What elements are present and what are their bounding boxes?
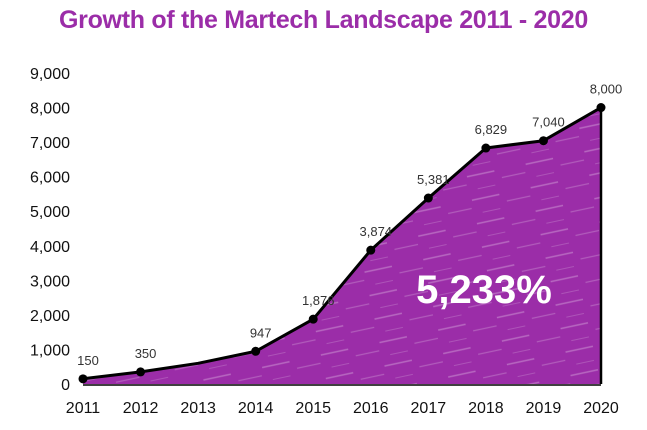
x-tick-label: 2019 — [526, 400, 562, 417]
data-point — [366, 245, 376, 255]
series-line — [82, 106, 602, 381]
chart-title: Growth of the Martech Landscape 2011 - 2… — [59, 6, 588, 34]
y-tick-label: 7,000 — [30, 135, 70, 152]
x-tick-label: 2017 — [411, 400, 447, 417]
data-point — [596, 103, 606, 113]
x-tick-label: 2015 — [295, 400, 331, 417]
x-tick-label: 2012 — [123, 400, 159, 417]
x-tick-label: 2014 — [238, 400, 274, 417]
y-tick-label: 6,000 — [30, 170, 70, 187]
data-label: 150 — [77, 353, 99, 368]
data-point — [308, 314, 318, 324]
growth-callout: 5,233% — [416, 268, 552, 312]
y-tick-label: 4,000 — [30, 239, 70, 256]
data-point — [538, 136, 548, 146]
x-tick-label: 2013 — [180, 400, 216, 417]
area-texture — [83, 107, 601, 384]
y-tick-label: 0 — [61, 377, 70, 394]
data-label: 350 — [135, 346, 157, 361]
x-tick-label: 2011 — [66, 400, 101, 417]
data-label: 947 — [250, 325, 272, 340]
data-point — [78, 374, 88, 384]
data-label: 5,381 — [417, 172, 450, 187]
y-tick-label: 5,000 — [30, 204, 70, 221]
y-tick-label: 2,000 — [30, 308, 70, 325]
data-label: 1,876 — [302, 293, 335, 308]
x-tick-label: 2020 — [583, 400, 619, 417]
data-label: 6,829 — [475, 122, 508, 137]
data-point — [251, 346, 261, 356]
x-tick-label: 2016 — [353, 400, 389, 417]
y-tick-label: 8,000 — [30, 101, 70, 118]
y-tick-label: 1,000 — [30, 342, 70, 359]
y-tick-label: 9,000 — [30, 66, 70, 83]
data-label: 3,874 — [360, 224, 393, 239]
data-label: 8,000 — [590, 82, 623, 97]
data-label: 7,040 — [532, 115, 565, 130]
data-point — [481, 143, 491, 153]
data-point — [136, 367, 146, 377]
data-point — [423, 193, 433, 203]
y-tick-label: 3,000 — [30, 273, 70, 290]
x-tick-label: 2018 — [468, 400, 504, 417]
